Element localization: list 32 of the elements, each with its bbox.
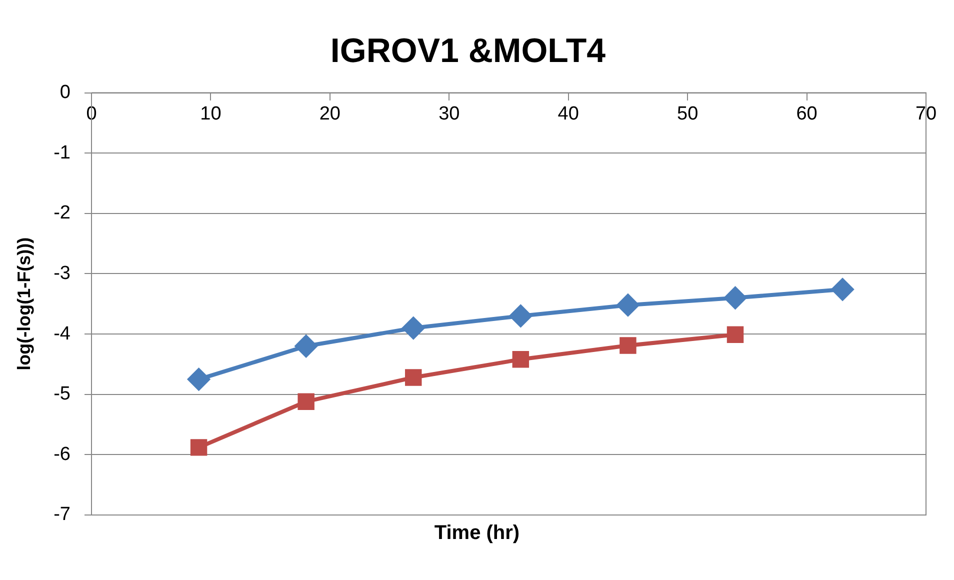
point xyxy=(510,304,532,327)
y-tick-label: -7 xyxy=(54,504,70,526)
point xyxy=(616,294,639,316)
x-tick-label: 70 xyxy=(915,103,937,124)
point xyxy=(298,393,314,410)
point xyxy=(832,278,854,300)
y-axis-title: log(-log(1-F(s))) xyxy=(14,237,34,370)
point xyxy=(190,439,208,456)
point xyxy=(188,368,210,390)
point xyxy=(402,317,424,340)
point xyxy=(295,335,318,358)
y-tick-label: -3 xyxy=(54,262,70,284)
point xyxy=(724,286,746,309)
point xyxy=(726,326,744,344)
x-tick-label: 10 xyxy=(200,103,222,124)
x-tick-label: 60 xyxy=(796,103,818,124)
point xyxy=(405,369,422,386)
x-tick-label: 50 xyxy=(677,103,698,124)
x-tick-label: 30 xyxy=(438,103,460,124)
y-tick-label: -2 xyxy=(54,202,70,224)
x-tick-label: 0 xyxy=(86,103,97,124)
y-tick-label: -4 xyxy=(54,323,71,344)
x-tick-label: 40 xyxy=(558,103,579,124)
point xyxy=(512,351,530,368)
x-axis-title: Time (hr) xyxy=(434,522,520,544)
y-tick-label: 0 xyxy=(60,82,70,104)
x-tick-label: 20 xyxy=(319,103,340,124)
point xyxy=(620,337,636,354)
y-tick-label: -5 xyxy=(54,384,70,405)
y-tick-label: -1 xyxy=(54,142,70,164)
y-tick-label: -6 xyxy=(54,444,70,465)
chart-title: IGROV1 &MOLT4 xyxy=(330,32,606,70)
